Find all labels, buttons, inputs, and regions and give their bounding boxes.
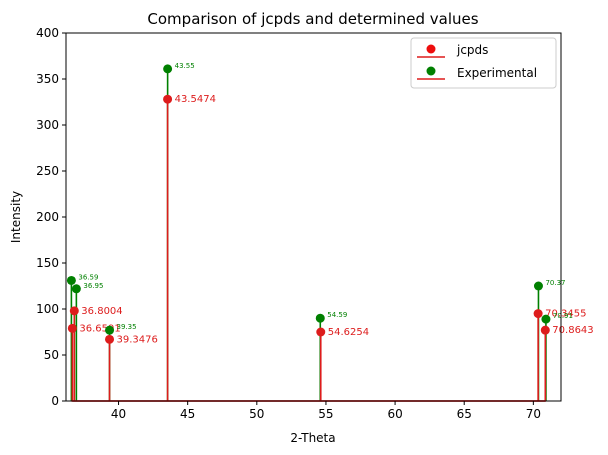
y-tick-label: 100 [36, 302, 59, 316]
x-axis-ticks: 40 45 50 55 60 65 70 [111, 401, 541, 421]
y-tick-label: 400 [36, 26, 59, 40]
jcpds-value-label: 43.5474 [175, 94, 216, 105]
jcpds-value-label: 36.8004 [81, 306, 122, 317]
experimental-value-label: 54.59 [327, 311, 347, 319]
plot-area: 36.6591 36.8004 39.3476 43.5474 54.6254 70.34… [66, 62, 594, 402]
experimental-marker [105, 325, 115, 335]
jcpds-value-label: 54.6254 [328, 327, 369, 338]
jcpds-marker [67, 323, 77, 333]
x-tick-label: 70 [526, 407, 541, 421]
y-axis-label: Intensity [9, 191, 23, 243]
experimental-marker [66, 275, 76, 285]
jcpds-marker [540, 325, 550, 335]
jcpds-marker [163, 94, 173, 104]
x-tick-label: 45 [180, 407, 195, 421]
x-tick-label: 65 [457, 407, 472, 421]
jcpds-marker [105, 334, 115, 344]
y-tick-label: 250 [36, 164, 59, 178]
experimental-value-label: 70.37 [545, 279, 565, 287]
y-tick-label: 350 [36, 72, 59, 86]
x-tick-label: 60 [387, 407, 402, 421]
jcpds-marker [316, 327, 326, 337]
legend-experimental-label: Experimental [457, 66, 537, 80]
experimental-value-label: 36.95 [83, 282, 103, 290]
experimental-value-label: 39.35 [117, 323, 137, 331]
experimental-marker [533, 281, 543, 291]
x-tick-label: 50 [249, 407, 264, 421]
y-tick-label: 300 [36, 118, 59, 132]
jcpds-value-label: 70.8643 [552, 325, 593, 336]
y-tick-label: 50 [44, 348, 59, 362]
legend-box [410, 37, 557, 89]
experimental-marker [315, 313, 325, 323]
jcpds-value-label: 36.6591 [79, 323, 120, 334]
y-axis-ticks: 0 50 100 150 200 250 300 350 400 [36, 26, 66, 408]
jcpds-value-label: 70.3455 [545, 309, 586, 320]
legend-jcpds-marker [426, 44, 436, 54]
experimental-marker [163, 64, 173, 74]
y-tick-label: 150 [36, 256, 59, 270]
experimental-value-label: 43.55 [175, 62, 195, 70]
experimental-value-label: 36.59 [78, 273, 98, 281]
jcpds-marker [69, 306, 79, 316]
y-tick-label: 200 [36, 210, 59, 224]
experimental-marker [71, 284, 81, 294]
legend: jcpds Experimental [410, 37, 557, 89]
y-tick-label: 0 [51, 394, 59, 408]
x-tick-label: 55 [318, 407, 333, 421]
legend-jcpds-label: jcpds [456, 43, 488, 57]
x-tick-label: 40 [111, 407, 126, 421]
x-axis-label: 2-Theta [290, 431, 335, 445]
jcpds-marker [533, 309, 543, 319]
experimental-marker [541, 314, 551, 324]
chart-title: Comparison of jcpds and determined value… [147, 10, 478, 28]
jcpds-value-label: 39.3476 [117, 334, 158, 345]
legend-experimental-marker [426, 66, 436, 76]
experimental-value-label: 70.91 [553, 312, 573, 320]
